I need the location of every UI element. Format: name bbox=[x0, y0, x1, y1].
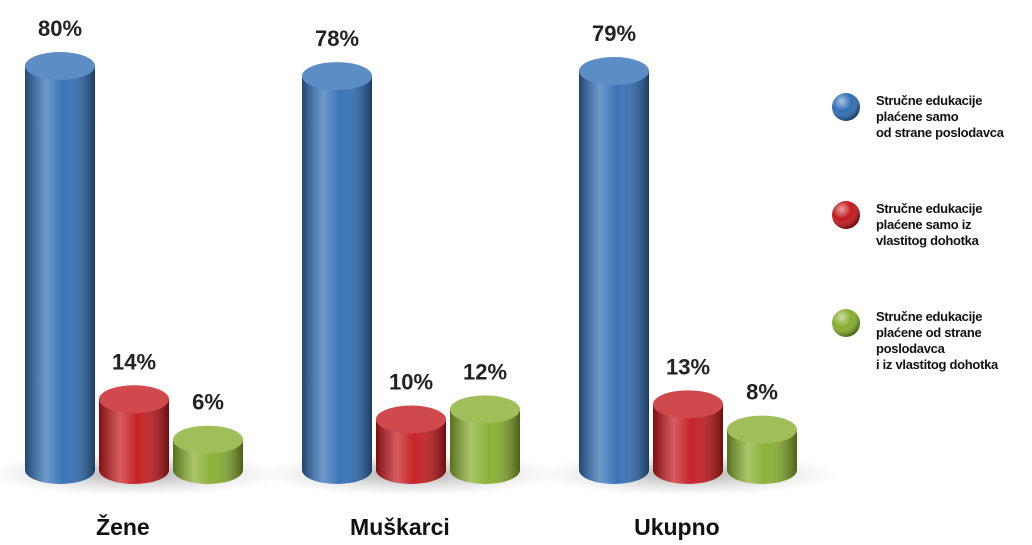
cylinder-top-light bbox=[302, 62, 372, 91]
value-label: 6% bbox=[192, 390, 224, 415]
cylinder-top-light bbox=[376, 405, 446, 434]
value-label: 78% bbox=[315, 26, 359, 51]
value-label: 14% bbox=[112, 349, 156, 374]
cylinder bbox=[727, 415, 797, 484]
value-label: 80% bbox=[38, 16, 82, 41]
cylinder bbox=[450, 395, 520, 484]
legend-marker-shine bbox=[832, 309, 860, 337]
cylinder-top-light bbox=[579, 57, 649, 86]
cylinder-top-light bbox=[173, 425, 243, 454]
cylinder-shade bbox=[579, 71, 649, 485]
x-tick-label: Žene bbox=[96, 513, 150, 540]
cylinder-top-light bbox=[727, 415, 797, 444]
value-label: 13% bbox=[666, 354, 710, 379]
cylinder-top bbox=[653, 390, 723, 419]
x-tick-label: Muškarci bbox=[350, 514, 450, 540]
value-label: 79% bbox=[592, 21, 636, 46]
cylinder-shade bbox=[376, 419, 446, 484]
value-label: 8% bbox=[746, 380, 778, 405]
cylinder-top-light bbox=[25, 52, 95, 80]
x-tick-label: Ukupno bbox=[634, 514, 720, 540]
cylinder-top bbox=[450, 395, 520, 424]
cylinder bbox=[376, 405, 446, 484]
cylinder-shade bbox=[727, 429, 797, 484]
legend-entry: Stručne edukacije plaćene od strane posl… bbox=[876, 309, 998, 372]
cylinder-top bbox=[302, 62, 372, 91]
legend-marker-shine bbox=[832, 201, 860, 229]
cylinder-top-light bbox=[99, 385, 169, 414]
cylinder-top bbox=[376, 405, 446, 434]
cylinder-top-light bbox=[653, 390, 723, 419]
legend-entry: Stručne edukacije plaćene samo iz vlasti… bbox=[876, 201, 983, 248]
cylinder-shade bbox=[450, 409, 520, 484]
cylinder bbox=[302, 62, 372, 484]
cylinder-shade bbox=[302, 76, 372, 484]
legend-entry: Stručne edukacije plaćene samo od strane… bbox=[876, 93, 1004, 140]
legend-marker-shine bbox=[832, 93, 860, 121]
cylinder bbox=[25, 52, 95, 484]
cylinder bbox=[579, 57, 649, 485]
cylinder-top bbox=[579, 57, 649, 86]
cylinder bbox=[99, 385, 169, 484]
cylinder-top bbox=[173, 425, 243, 454]
value-label: 12% bbox=[463, 359, 507, 384]
cylinder-top bbox=[99, 385, 169, 414]
cylinder-top bbox=[25, 52, 95, 80]
cylinder bbox=[653, 390, 723, 484]
cylinder-shade bbox=[99, 399, 169, 484]
cylinder-shade bbox=[25, 66, 95, 484]
cylinder-top bbox=[727, 415, 797, 444]
cylinder-shade bbox=[653, 404, 723, 484]
value-label: 10% bbox=[389, 370, 433, 395]
cylinder-top-light bbox=[450, 395, 520, 424]
cylinder bbox=[173, 425, 243, 484]
